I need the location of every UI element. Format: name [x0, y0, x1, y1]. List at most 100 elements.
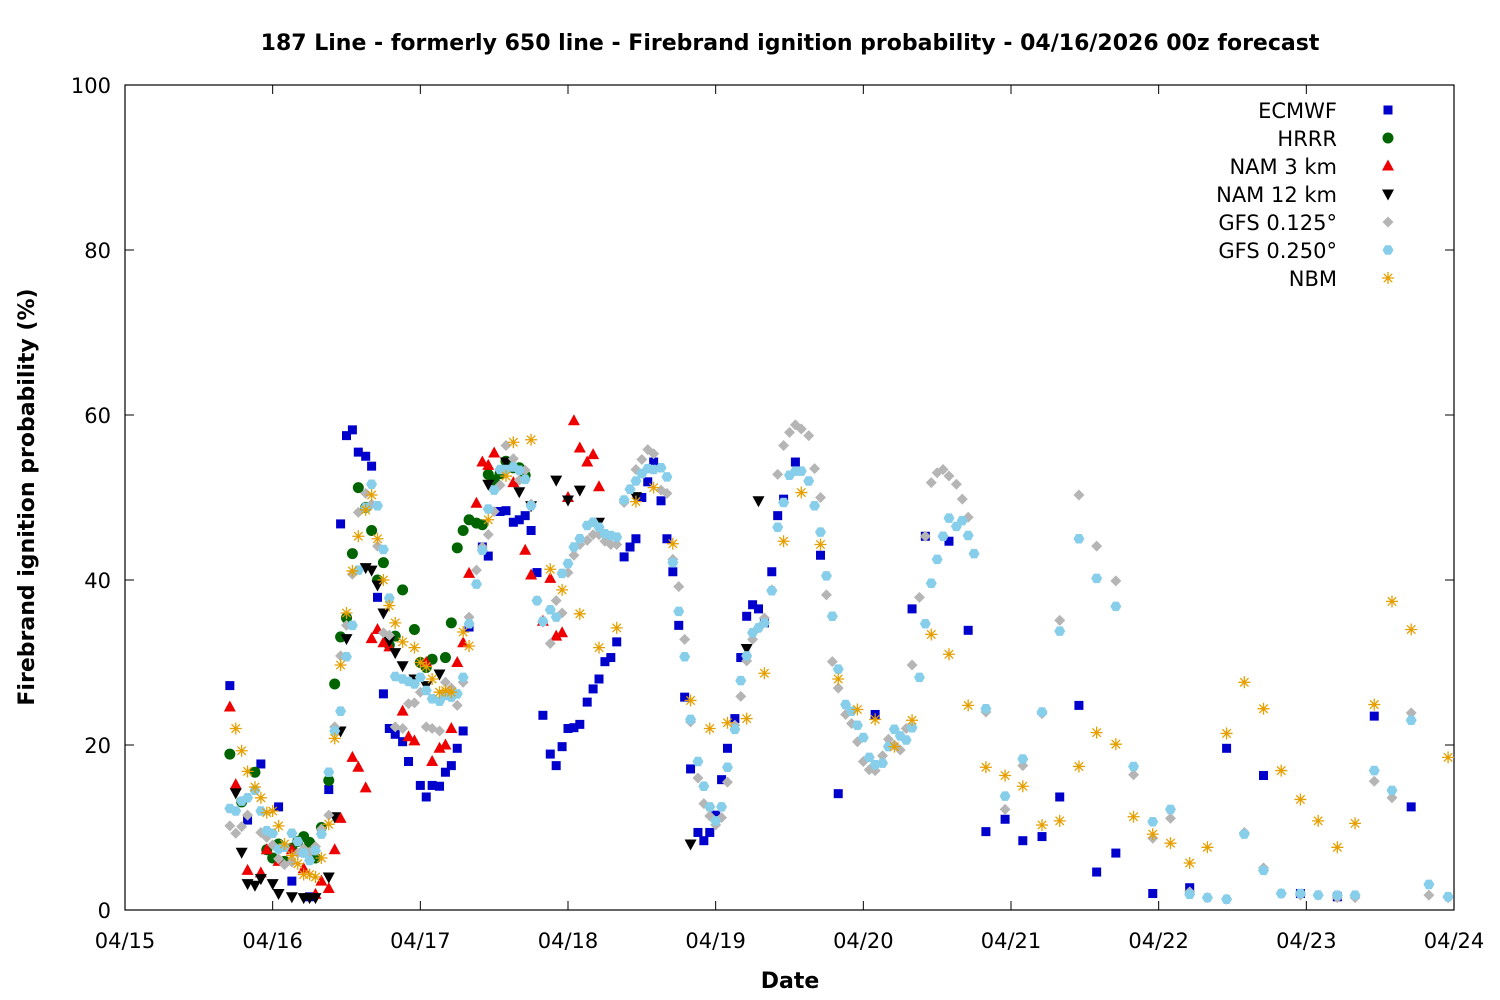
data-point-nam-3-km	[223, 700, 236, 712]
data-point-gfs-0-125	[832, 682, 844, 694]
data-point-nbm	[814, 538, 827, 551]
data-point-ecmwf	[551, 761, 561, 771]
data-point-ecmwf	[790, 457, 800, 467]
data-point-nbm	[1275, 764, 1288, 777]
data-point-ecmwf	[495, 507, 505, 517]
data-point-gfs-0-250	[943, 513, 955, 523]
data-point-gfs-0-125	[550, 595, 562, 607]
data-point-gfs-0-125	[1423, 889, 1435, 901]
data-point-ecmwf	[662, 534, 672, 544]
x-tick-label: 04/18	[538, 929, 599, 953]
data-point-hrrr	[249, 766, 261, 778]
data-point-gfs-0-250	[840, 699, 852, 710]
data-point-nbm	[593, 641, 606, 654]
data-point-nam-3-km	[519, 543, 532, 555]
data-point-gfs-0-250	[832, 664, 844, 674]
data-point-gfs-0-250	[968, 548, 980, 559]
data-point-gfs-0-125	[795, 423, 807, 435]
data-point-gfs-0-250	[1275, 888, 1287, 899]
data-point-hrrr	[224, 748, 236, 760]
data-point-gfs-0-250	[1349, 890, 1361, 900]
data-point-ecmwf	[907, 604, 917, 614]
data-point-gfs-0-250	[1405, 715, 1417, 726]
data-point-ecmwf	[767, 567, 777, 577]
x-tick-label: 04/23	[1276, 929, 1337, 953]
data-point-gfs-0-125	[1164, 812, 1176, 824]
data-point-gfs-0-125	[544, 638, 556, 650]
data-point-ecmwf	[686, 764, 696, 774]
data-point-gfs-0-125	[360, 487, 372, 499]
data-point-nam-3-km	[463, 566, 476, 578]
data-point-ecmwf	[508, 517, 518, 527]
data-point-gfs-0-125	[937, 463, 949, 475]
data-point-nam-12-km	[365, 565, 378, 577]
data-point-nam-12-km	[254, 874, 267, 886]
data-point-nbm	[647, 481, 660, 494]
x-tick-label: 04/20	[833, 929, 894, 953]
data-point-gfs-0-125	[679, 633, 691, 645]
data-point-gfs-0-125	[826, 656, 838, 668]
data-point-gfs-0-250	[1073, 533, 1085, 544]
data-point-nam-3-km	[297, 862, 310, 874]
data-point-hrrr	[352, 482, 364, 494]
data-point-nam-3-km	[451, 656, 464, 667]
data-point-nbm	[1331, 841, 1344, 854]
data-point-nbm	[942, 648, 955, 661]
data-point-nbm	[507, 436, 520, 449]
data-point-nam-12-km	[309, 893, 322, 905]
data-point-nbm	[573, 607, 586, 620]
data-point-nam-3-km	[581, 455, 594, 467]
data-point-nam-12-km	[235, 847, 248, 859]
data-point-nbm	[869, 713, 882, 726]
data-point-gfs-0-125	[784, 426, 795, 438]
data-point-gfs-0-125	[587, 529, 599, 541]
data-point-gfs-0-250	[383, 593, 395, 603]
y-tick-label: 100	[71, 74, 111, 98]
data-point-gfs-0-250	[766, 585, 778, 596]
data-point-gfs-0-250	[230, 806, 242, 816]
legend-label: ECMWF	[1258, 99, 1337, 123]
data-point-ecmwf	[600, 657, 610, 667]
data-point-nam-3-km	[426, 755, 439, 766]
data-point-ecmwf	[458, 726, 468, 736]
data-point-nbm	[1385, 595, 1398, 608]
data-point-gfs-0-250	[820, 571, 832, 581]
data-point-gfs-0-250	[778, 497, 790, 508]
data-point-nam-12-km	[377, 608, 390, 620]
data-point-nbm	[979, 761, 992, 774]
data-point-gfs-0-125	[815, 492, 827, 503]
data-point-nam-3-km	[433, 741, 446, 753]
data-point-ecmwf	[833, 789, 843, 799]
data-point-gfs-0-125	[224, 820, 236, 832]
data-point-gfs-0-250	[611, 532, 623, 542]
data-point-gfs-0-250	[420, 685, 432, 696]
data-point-nbm	[1053, 814, 1066, 827]
data-point-gfs-0-250	[315, 829, 327, 839]
data-point-nam-3-km	[260, 843, 273, 855]
legend-marker-nbm	[1382, 272, 1394, 284]
data-point-hrrr	[439, 652, 451, 664]
data-point-gfs-0-250	[1110, 601, 1122, 612]
data-point-hrrr	[346, 548, 358, 560]
data-point-gfs-0-250	[630, 476, 642, 486]
data-point-nbm	[1201, 841, 1214, 854]
data-point-ecmwf	[384, 724, 394, 733]
data-point-gfs-0-250	[673, 606, 685, 617]
data-point-nbm	[1220, 727, 1233, 740]
x-axis-label: Date	[761, 969, 820, 994]
data-point-nbm	[999, 769, 1012, 782]
data-point-ecmwf	[748, 600, 758, 610]
legend-marker-hrrr	[1382, 132, 1394, 144]
data-point-gfs-0-250	[309, 845, 321, 856]
data-point-ecmwf	[378, 689, 388, 699]
data-point-nbm	[396, 635, 409, 648]
data-point-gfs-0-125	[470, 564, 482, 576]
y-tick-label: 20	[84, 734, 111, 758]
data-point-gfs-0-250	[667, 557, 679, 568]
data-point-gfs-0-125	[439, 676, 451, 688]
data-point-gfs-0-125	[286, 856, 298, 868]
data-point-nbm	[525, 433, 538, 446]
data-point-gfs-0-250	[795, 466, 807, 476]
data-point-nbm	[1146, 828, 1159, 841]
